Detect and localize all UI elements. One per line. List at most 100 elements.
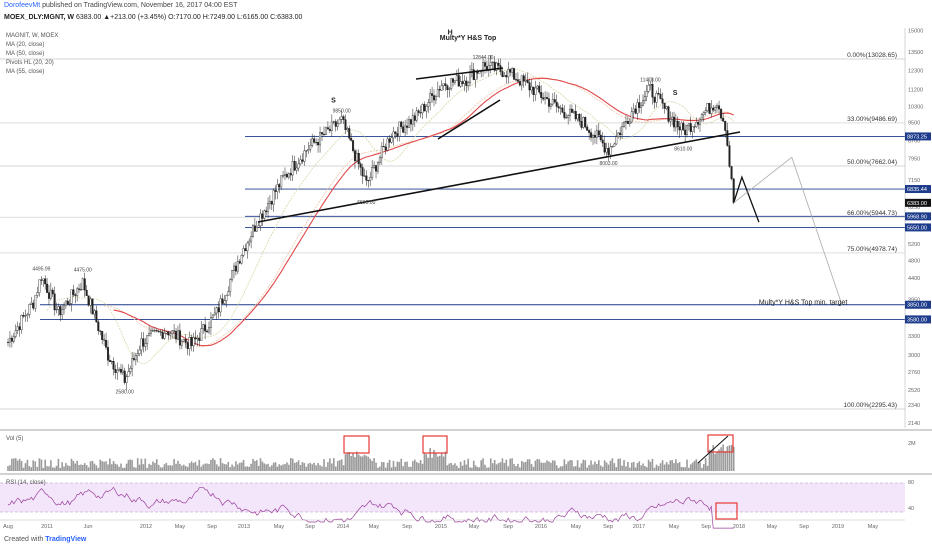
indicator-label-0[interactable]: MAGNIT, W, MOEX <box>6 33 58 39</box>
volume-bar <box>357 454 360 471</box>
volume-bar <box>712 445 715 471</box>
candle-body <box>651 84 654 98</box>
volume-bar <box>569 460 571 471</box>
volume-bar <box>491 463 494 471</box>
volume-bar <box>476 467 479 471</box>
candle-body <box>206 330 209 333</box>
price-tick-14: 7150 <box>908 178 920 184</box>
volume-bar <box>596 464 598 471</box>
volume-bar <box>565 464 568 471</box>
candle-body <box>686 125 689 135</box>
volume-bar <box>392 460 395 471</box>
volume-bar <box>240 462 243 471</box>
candle-body <box>540 92 543 98</box>
volume-bar <box>688 467 690 471</box>
footer: Created with TradingView <box>4 536 86 543</box>
time-axis[interactable]: Aug 2011 Jun 2012 May Sep 2013 May Sep 2014 May Sep… <box>3 524 878 530</box>
volume-bar <box>274 462 277 471</box>
tradingview-logo[interactable]: TradingView <box>45 536 87 543</box>
candle-body <box>532 86 535 95</box>
volume-bar <box>231 464 233 471</box>
volume-bar <box>433 449 435 471</box>
neckline[interactable] <box>257 131 741 223</box>
candle-body <box>593 135 596 138</box>
candle-body <box>590 132 593 138</box>
level-badge-label-6: 6383.00 <box>907 201 927 207</box>
candle-body <box>326 127 329 130</box>
volume-bar <box>26 459 29 471</box>
candle-body <box>617 132 620 137</box>
volume-bar <box>444 451 447 471</box>
volume-bar <box>408 466 410 471</box>
volume-bar <box>120 463 122 471</box>
volume-bar <box>112 461 115 471</box>
candle-body <box>619 132 622 135</box>
candle-body <box>730 166 733 180</box>
volume-bar <box>388 459 391 471</box>
candle-body <box>121 370 124 373</box>
volume-bar <box>148 463 150 471</box>
volume-bar <box>87 467 90 471</box>
pivot-label-2: 2580.00 <box>116 389 134 395</box>
volume-highlight-box-3 <box>707 434 734 453</box>
candle-body <box>49 289 52 299</box>
time-tick-19: May <box>669 524 680 530</box>
volume-bar <box>519 467 521 471</box>
volume-bar <box>13 458 15 471</box>
head-rise-line[interactable] <box>437 99 501 140</box>
candle-body <box>507 68 510 78</box>
candle-body <box>338 119 341 124</box>
time-tick-20: Sep <box>701 524 711 530</box>
candle-body <box>353 150 356 162</box>
candle-body <box>282 175 285 177</box>
price-tick-21: 13500 <box>908 50 923 56</box>
candle-body <box>402 126 405 133</box>
volume-bar <box>157 464 160 471</box>
volume-bar <box>254 460 256 471</box>
volume-highlight-box-2 <box>422 435 448 454</box>
candle-body <box>196 337 199 340</box>
price-chart[interactable]: 0.00%(13028.65) 33.00%(9486.69) 50.00%(766… <box>0 28 932 534</box>
candle-body <box>55 309 58 311</box>
volume-bar <box>206 463 208 471</box>
fib-label-3: 66.00%(5944.73) <box>847 210 897 217</box>
candle-body <box>699 119 702 125</box>
volume-bar <box>340 459 343 471</box>
candle-body <box>76 288 79 296</box>
volume-bar <box>382 462 385 471</box>
candle-body <box>371 167 374 178</box>
volume-bar <box>651 458 654 471</box>
indicator-label-4[interactable]: MA (55, close) <box>6 69 44 75</box>
price-tick-2: 2520 <box>908 388 920 394</box>
price-tick-9: 4800 <box>908 258 920 264</box>
indicator-label-1[interactable]: MA (20, close) <box>6 42 44 48</box>
candle-body <box>700 114 703 121</box>
candle-body <box>307 149 310 151</box>
time-tick-25: May <box>868 524 879 530</box>
fib-label-1: 33.00%(9486.69) <box>847 116 897 123</box>
volume-bar <box>321 466 323 471</box>
volume-bar <box>125 463 128 471</box>
volume-bar <box>307 463 310 471</box>
time-tick-14: Sep <box>503 524 513 530</box>
author-link[interactable]: DorofeevMt <box>4 2 41 9</box>
candle-body <box>406 125 409 128</box>
time-tick-1: 2011 <box>41 524 53 530</box>
candle-body <box>691 126 694 132</box>
candle-body <box>638 102 641 108</box>
volume-bar <box>720 447 722 471</box>
volume-bar <box>561 466 564 471</box>
indicator-label-2[interactable]: MA (50, close) <box>6 51 44 57</box>
candle-body <box>659 93 662 100</box>
volume-bar <box>524 461 527 471</box>
candle-body <box>446 85 449 90</box>
candle-body <box>417 110 420 113</box>
candle-body <box>574 111 577 120</box>
candle-body <box>336 123 339 127</box>
volume-bar <box>237 464 239 471</box>
volume-bar <box>225 464 228 471</box>
volume-bar <box>89 461 92 471</box>
head-top-line[interactable] <box>415 67 504 80</box>
candle-body <box>105 340 108 348</box>
indicator-label-3[interactable]: Pivots HL (20, 20) <box>6 60 54 66</box>
